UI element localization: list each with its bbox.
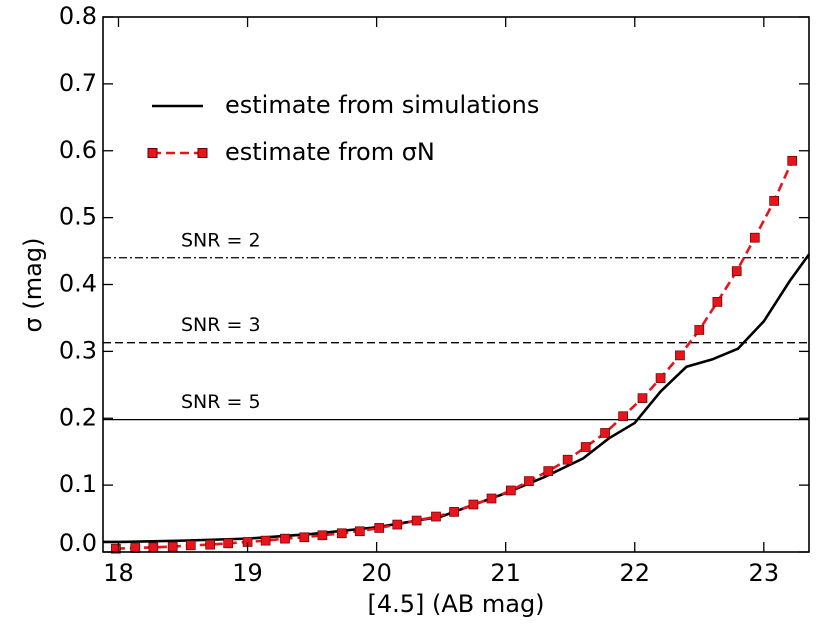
series-line [115,160,794,550]
marker [787,155,798,166]
marker [468,499,479,510]
marker [675,350,685,361]
marker [562,454,573,465]
marker [769,196,780,206]
marker [411,515,422,526]
marker [223,538,234,549]
y-tick-label: 0.1 [59,470,97,498]
y-tick-label: 0.6 [59,136,97,164]
marker [260,535,271,546]
marker [111,543,121,554]
marker [731,266,742,276]
y-tick-label: 0.7 [59,69,97,97]
reference-label: SNR = 3 [181,314,261,336]
y-axis-label: σ (mag) [19,238,47,333]
marker [167,541,178,552]
marker [431,511,441,522]
legend-marker [147,148,158,158]
legend-label: estimate from σN [225,138,435,166]
marker [506,485,516,496]
marker [205,539,215,550]
x-tick-label: 18 [103,559,134,587]
marker [600,428,610,438]
marker [148,542,159,553]
x-tick-label: 20 [361,559,392,587]
marker [449,507,459,517]
y-tick-label: 0.0 [59,529,97,557]
marker [354,526,365,537]
marker [299,532,310,543]
marker [524,476,534,486]
x-tick-label: 21 [490,559,521,587]
marker [280,533,290,544]
marker [486,493,497,504]
marker [392,519,403,530]
y-tick-label: 0.4 [59,270,97,298]
x-tick-label: 23 [749,559,780,587]
legend-label: estimate from simulations [225,91,539,119]
y-tick-label: 0.5 [59,203,97,231]
plot-frame [102,16,810,553]
marker [580,442,591,452]
marker [543,466,554,476]
marker [130,543,141,553]
y-tick-label: 0.2 [59,403,97,431]
marker [749,232,760,243]
x-tick-label: 22 [619,559,650,587]
reference-label: SNR = 5 [181,391,261,413]
marker [317,530,328,541]
marker [637,393,648,404]
y-tick-label: 0.3 [59,336,97,364]
marker [655,373,666,383]
marker [185,540,196,551]
marker [618,411,628,422]
marker [336,528,347,539]
y-tick-label: 0.8 [59,2,97,30]
x-tick-label: 19 [232,559,263,587]
reference-label: SNR = 2 [181,229,261,251]
legend-marker [197,148,208,158]
x-axis-label: [4.5] (AB mag) [367,590,544,618]
marker [712,297,723,307]
marker [374,523,385,533]
marker [694,325,705,335]
